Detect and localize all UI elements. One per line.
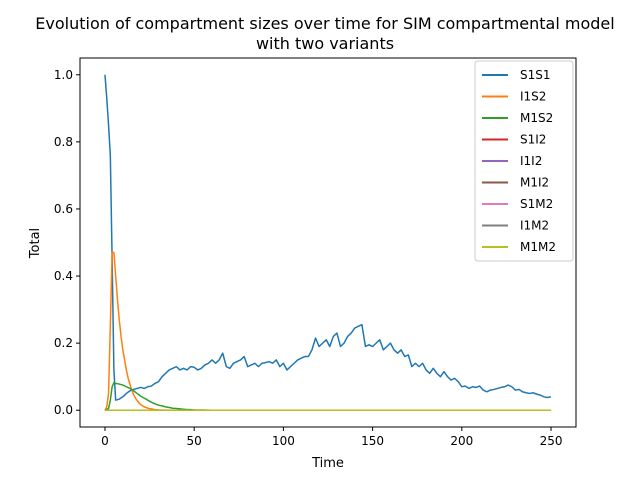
legend-label-i1i2: I1I2 — [520, 154, 542, 168]
plot-lines — [104, 74, 552, 411]
legend-box — [474, 60, 574, 262]
legend: S1S1 I1S2 M1S2 S1I2 I1I2 M1I2 S1M2 I1M2 M1M2 — [474, 60, 574, 262]
y-tick-label: 0.8 — [54, 135, 73, 149]
legend-label-i1m2: I1M2 — [520, 219, 549, 233]
x-tick-label: 150 — [361, 434, 384, 448]
x-tick-label: 100 — [272, 434, 295, 448]
legend-label-s1s1: S1S1 — [520, 68, 551, 82]
y-tick-label: 0.6 — [54, 202, 73, 216]
series-line-s1s1 — [104, 74, 552, 401]
x-tick-label: 200 — [450, 434, 473, 448]
y-axis-ticks: 0.0 0.2 0.4 0.6 0.8 1.0 — [54, 68, 80, 417]
x-tick-label: 250 — [540, 434, 563, 448]
y-axis-label: Total — [28, 228, 43, 259]
plot-frame — [79, 57, 577, 428]
legend-label-m1m2: M1M2 — [520, 240, 556, 254]
legend-label-s1i2: S1I2 — [520, 133, 546, 147]
legend-label-m1i2: M1I2 — [520, 176, 549, 190]
y-tick-label: 0.0 — [54, 403, 73, 417]
series-line-i1s2 — [104, 251, 552, 411]
chart-title-line1: Evolution of compartment sizes over time… — [35, 14, 614, 33]
series-line-m1s2 — [104, 381, 552, 411]
chart-title-line2: with two variants — [256, 34, 394, 53]
x-tick-label: 50 — [187, 434, 202, 448]
legend-label-s1m2: S1M2 — [520, 197, 553, 211]
y-tick-label: 0.2 — [54, 336, 73, 350]
legend-label-m1s2: M1S2 — [520, 111, 553, 125]
y-tick-label: 1.0 — [54, 68, 73, 82]
x-axis-label: Time — [311, 456, 344, 471]
x-axis-ticks: 0 50 100 150 200 250 — [101, 427, 562, 448]
legend-label-i1s2: I1S2 — [520, 90, 546, 104]
y-tick-label: 0.4 — [54, 269, 73, 283]
x-tick-label: 0 — [101, 434, 109, 448]
